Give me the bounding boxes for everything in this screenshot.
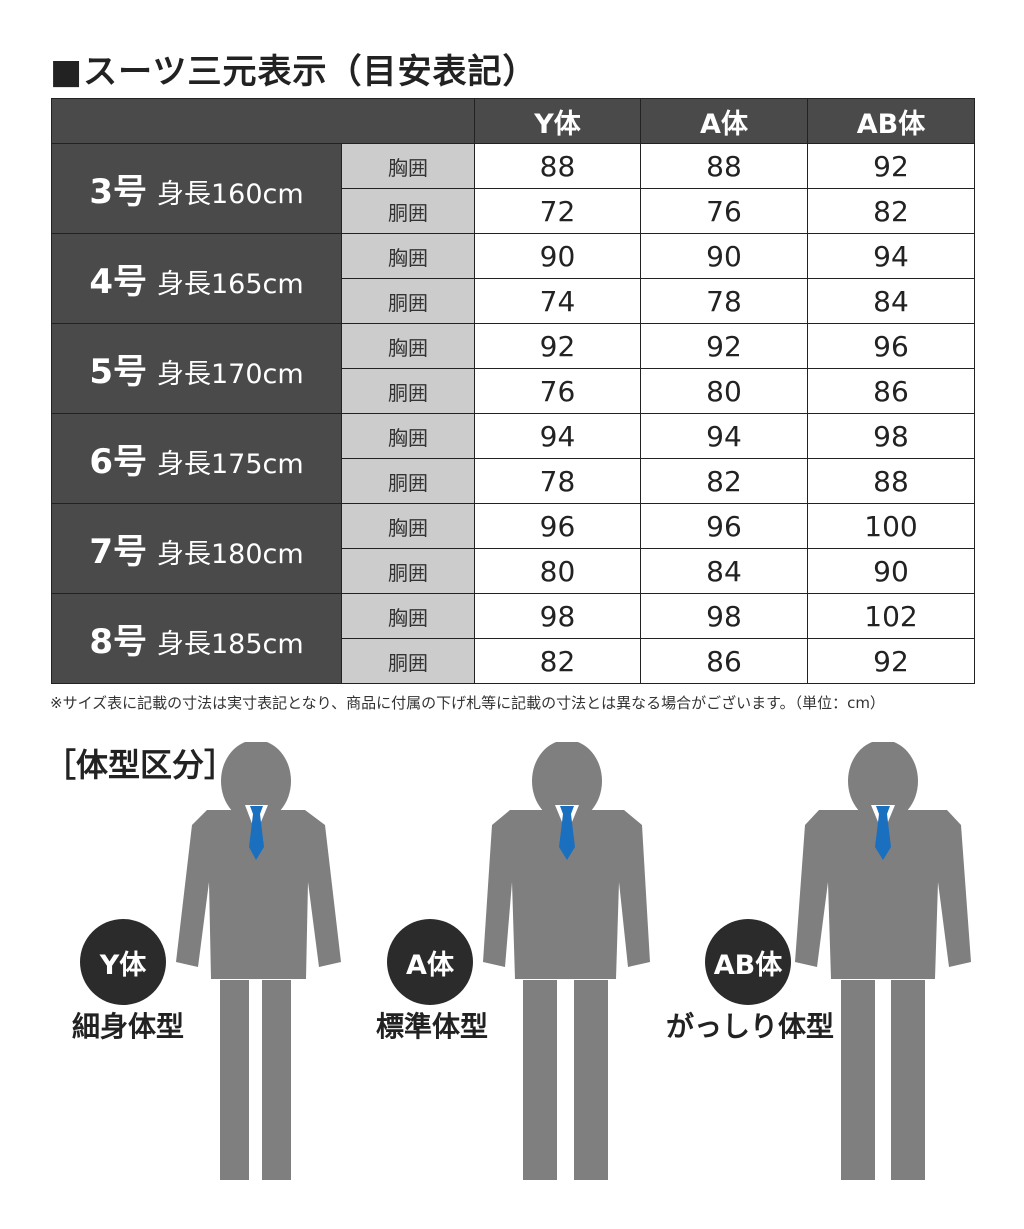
size-note: ※サイズ表に記載の寸法は実寸表記となり、商品に付属の下げ札等に記載の寸法とは異な…: [50, 694, 885, 712]
table-row: 胴囲 82 86 92: [52, 638, 975, 684]
size-height: 身長185cm: [156, 629, 304, 660]
waist-value-cell: 78: [640, 278, 808, 324]
table-row: 胴囲 76 80 86: [52, 368, 975, 414]
size-number: 6号: [89, 442, 147, 482]
waist-value-cell: 72: [474, 188, 641, 234]
body-type-caption-a: 標準体型: [375, 1010, 488, 1043]
table-row: 8号 身長185cm 胸囲 98 98 102: [51, 593, 975, 684]
measure-label-waist: 胴囲: [341, 188, 475, 234]
measure-label-chest: 胸囲: [341, 233, 475, 279]
measure-label-waist: 胴囲: [341, 278, 475, 324]
column-header-a: A体: [640, 98, 808, 144]
table-row: 胴囲 74 78 84: [52, 278, 975, 324]
table-corner: [51, 98, 475, 144]
waist-value-cell: 82: [640, 458, 808, 504]
chest-value-cell: 96: [474, 503, 641, 549]
measure-label-chest: 胸囲: [341, 593, 475, 639]
table-row: 7号 身長180cm 胸囲 96 96 100: [51, 503, 975, 594]
waist-value-cell: 80: [640, 368, 808, 414]
waist-value-cell: 76: [640, 188, 808, 234]
suit-figure-y: [176, 742, 341, 1180]
size-label-cell: 7号 身長180cm: [51, 503, 342, 594]
size-table: Y体 A体 AB体 3号 身長160cm 胸囲 88 88 92 胴囲 72 76 82 4号 身長1…: [51, 98, 975, 684]
size-label-cell: 8号 身長185cm: [51, 593, 342, 684]
chest-value-cell: 88: [640, 143, 808, 189]
measure-label-waist: 胴囲: [341, 548, 475, 594]
table-row: 3号 身長160cm 胸囲 88 88 92: [51, 143, 975, 234]
size-height: 身長160cm: [156, 179, 304, 210]
waist-value-cell: 82: [474, 638, 641, 684]
size-number: 7号: [89, 532, 147, 572]
table-row: 胴囲 72 76 82: [52, 188, 975, 234]
waist-value-cell: 88: [807, 458, 975, 504]
size-label-cell: 4号 身長165cm: [51, 233, 342, 324]
measure-label-waist: 胴囲: [341, 638, 475, 684]
chest-value-cell: 98: [640, 593, 808, 639]
body-type-caption-y: 細身体型: [71, 1010, 184, 1043]
waist-value-cell: 80: [474, 548, 641, 594]
column-header-y: Y体: [474, 98, 641, 144]
suit-figure-a: [483, 742, 650, 1180]
waist-value-cell: 84: [807, 278, 975, 324]
size-height: 身長165cm: [156, 269, 304, 300]
chest-value-cell: 88: [474, 143, 641, 189]
chest-value-cell: 98: [807, 413, 975, 459]
measure-label-chest: 胸囲: [341, 143, 475, 189]
size-number: 4号: [89, 262, 147, 302]
body-type-badge-a: A体: [387, 919, 473, 1005]
size-height: 身長175cm: [156, 449, 304, 480]
waist-value-cell: 90: [807, 548, 975, 594]
suit-figure-ab: [795, 742, 971, 1180]
table-row: 5号 身長170cm 胸囲 92 92 96: [51, 323, 975, 414]
table-row: 4号 身長165cm 胸囲 90 90 94: [51, 233, 975, 324]
table-row: 6号 身長175cm 胸囲 94 94 98: [51, 413, 975, 504]
body-type-caption-ab: がっしり体型: [665, 1010, 834, 1043]
table-header-row: Y体 A体 AB体: [51, 98, 975, 144]
chest-value-cell: 96: [807, 323, 975, 369]
size-label-cell: 3号 身長160cm: [51, 143, 342, 234]
size-number: 8号: [89, 622, 147, 662]
chest-value-cell: 92: [474, 323, 641, 369]
column-header-ab: AB体: [807, 98, 975, 144]
waist-value-cell: 86: [807, 368, 975, 414]
chest-value-cell: 96: [640, 503, 808, 549]
waist-value-cell: 86: [640, 638, 808, 684]
waist-value-cell: 92: [807, 638, 975, 684]
size-label-cell: 6号 身長175cm: [51, 413, 342, 504]
table-row: 胴囲 80 84 90: [52, 548, 975, 594]
measure-label-waist: 胴囲: [341, 368, 475, 414]
chest-value-cell: 92: [807, 143, 975, 189]
chest-value-cell: 102: [807, 593, 975, 639]
size-label-cell: 5号 身長170cm: [51, 323, 342, 414]
chest-value-cell: 90: [474, 233, 641, 279]
size-number: 3号: [89, 172, 147, 212]
waist-value-cell: 74: [474, 278, 641, 324]
body-type-badge-ab: AB体: [705, 919, 791, 1005]
chest-value-cell: 92: [640, 323, 808, 369]
body-types-title: ［体型区分］: [44, 746, 237, 784]
size-height: 身長180cm: [156, 539, 304, 570]
waist-value-cell: 82: [807, 188, 975, 234]
chest-value-cell: 90: [640, 233, 808, 279]
chest-value-cell: 94: [807, 233, 975, 279]
measure-label-chest: 胸囲: [341, 323, 475, 369]
measure-label-chest: 胸囲: [341, 503, 475, 549]
chest-value-cell: 100: [807, 503, 975, 549]
body-type-badge-y: Y体: [80, 919, 166, 1005]
size-height: 身長170cm: [156, 359, 304, 390]
waist-value-cell: 78: [474, 458, 641, 504]
page-title: ■スーツ三元表示（目安表記）: [50, 52, 538, 92]
measure-label-waist: 胴囲: [341, 458, 475, 504]
chest-value-cell: 94: [474, 413, 641, 459]
chest-value-cell: 94: [640, 413, 808, 459]
size-number: 5号: [89, 352, 147, 392]
measure-label-chest: 胸囲: [341, 413, 475, 459]
chest-value-cell: 98: [474, 593, 641, 639]
waist-value-cell: 84: [640, 548, 808, 594]
waist-value-cell: 76: [474, 368, 641, 414]
